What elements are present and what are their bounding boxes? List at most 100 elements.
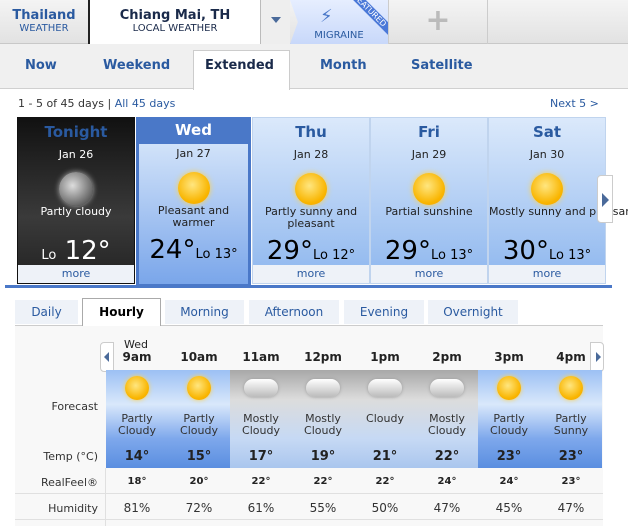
all-days-link[interactable]: All 45 days	[114, 97, 176, 110]
tab-now[interactable]: Now	[25, 58, 57, 73]
next-5-link[interactable]: Next 5 >	[550, 97, 599, 110]
sun-icon	[540, 376, 602, 400]
hour-desc: Mostly Cloudy	[242, 412, 280, 437]
tab-morning[interactable]: Morning	[165, 300, 244, 324]
hour-humidity: 47%	[557, 501, 585, 515]
hour-desc: Partly Cloudy	[118, 412, 156, 437]
hour-realfeel: 18°	[127, 476, 147, 487]
hour-temp: 15°	[186, 449, 212, 464]
hour-time: 11am	[242, 350, 280, 364]
hour-temp: 17°	[248, 449, 274, 464]
tab-weekend[interactable]: Weekend	[103, 58, 171, 73]
sun-icon	[531, 173, 563, 205]
hour-realfeel: 23°	[561, 476, 581, 487]
hour-temp: 23°	[496, 449, 522, 464]
hour-temp: 14°	[124, 449, 150, 464]
sun-icon	[177, 172, 210, 204]
row-divider	[15, 493, 603, 494]
hour-time: 12pm	[304, 350, 342, 364]
more-link[interactable]: more	[489, 265, 605, 283]
hour-temp: 21°	[372, 449, 398, 464]
hour-realfeel: 22°	[313, 476, 333, 487]
hour-realfeel: 22°	[375, 476, 395, 487]
hour-realfeel: 22°	[251, 476, 271, 487]
cloud-icon	[354, 376, 416, 400]
hour-desc: Partly Sunny	[553, 412, 589, 437]
realfeel-label: RealFeel®	[40, 476, 98, 489]
tab-extended[interactable]: Extended	[205, 58, 274, 73]
tab-satellite[interactable]: Satellite	[411, 58, 473, 73]
range-info: 1 - 5 of 45 days | All 45 days	[18, 97, 176, 110]
sun-icon	[168, 376, 230, 400]
country-tab[interactable]: Thailand WEATHER	[12, 8, 76, 34]
hour-temp: 19°	[310, 449, 336, 464]
migraine-tab[interactable]: ⚡ FEATURED MIGRAINE	[290, 0, 388, 44]
chevron-down-icon	[270, 17, 281, 23]
hour-temp: 22°	[434, 449, 460, 464]
hour-humidity: 45%	[495, 501, 523, 515]
hour-desc: Mostly Cloudy	[304, 412, 342, 437]
day-card-wed[interactable]: Wed Jan 27 Pleasant and warmer 24°Lo 13°	[136, 117, 251, 287]
next-hours-button[interactable]	[590, 342, 604, 372]
divider	[5, 285, 612, 288]
chevron-right-icon	[596, 352, 601, 362]
more-link[interactable]: more	[253, 265, 369, 283]
tab-evening[interactable]: Evening	[344, 300, 424, 324]
hour-humidity: 47%	[433, 501, 461, 515]
sun-icon	[106, 376, 168, 400]
col-divider	[105, 468, 106, 526]
temp-label: Temp (°C)	[43, 450, 98, 463]
hour-time: 2pm	[432, 350, 462, 364]
sun-icon	[295, 173, 327, 205]
cloud-icon	[416, 376, 478, 400]
add-location-button[interactable]: +	[388, 0, 488, 44]
hour-time: 9am	[122, 350, 152, 364]
hour-time: 10am	[180, 350, 218, 364]
more-link[interactable]: more	[371, 265, 487, 283]
hour-time: 3pm	[494, 350, 524, 364]
tab-daily[interactable]: Daily	[15, 300, 78, 324]
hour-desc: Mostly Cloudy	[428, 412, 466, 437]
next-days-button[interactable]	[597, 175, 613, 223]
day-card-tonight[interactable]: Tonight Jan 26 Partly cloudy Lo 12° more	[17, 117, 135, 284]
hour-time: 4pm	[556, 350, 586, 364]
forecast-label: Forecast	[51, 400, 98, 413]
nav-tabs: Now Weekend Extended Month Satellite	[0, 44, 628, 90]
hour-humidity: 50%	[371, 501, 399, 515]
location-dropdown-button[interactable]	[260, 0, 290, 44]
hour-humidity: 61%	[247, 501, 275, 515]
more-link[interactable]: more	[18, 265, 134, 283]
active-tab-bg	[193, 50, 290, 90]
hourly-day-label: Wed	[124, 338, 148, 351]
tab-month[interactable]: Month	[320, 58, 367, 73]
chevron-left-icon	[104, 352, 109, 362]
tab-afternoon[interactable]: Afternoon	[249, 300, 339, 324]
hour-humidity: 72%	[185, 501, 213, 515]
moon-partly-cloudy-icon	[59, 172, 93, 206]
hour-realfeel: 20°	[189, 476, 209, 487]
chevron-right-icon	[602, 193, 609, 207]
tab-overnight[interactable]: Overnight	[428, 300, 518, 324]
day-card-thu[interactable]: Thu Jan 28 Partly sunny and pleasant 29°…	[252, 117, 370, 284]
cloud-icon	[292, 376, 354, 400]
hour-humidity: 81%	[123, 501, 151, 515]
hour-realfeel: 24°	[499, 476, 519, 487]
plus-icon: +	[425, 3, 451, 38]
hour-desc: Partly Cloudy	[490, 412, 528, 437]
city-tab[interactable]: Chiang Mai, TH LOCAL WEATHER	[88, 0, 260, 44]
hour-temp: 23°	[558, 449, 584, 464]
hour-humidity: 55%	[309, 501, 337, 515]
day-card-sat[interactable]: Sat Jan 30 Mostly sunny and pleasant 30°…	[488, 117, 628, 284]
sun-icon	[478, 376, 540, 400]
location-bar: Thailand WEATHER Chiang Mai, TH LOCAL WE…	[0, 0, 628, 44]
humidity-label: Humidity	[48, 502, 98, 515]
cloud-icon	[230, 376, 292, 400]
hour-realfeel: 24°	[437, 476, 457, 487]
hour-time: 1pm	[370, 350, 400, 364]
sun-icon	[413, 173, 445, 205]
lightning-icon: ⚡	[320, 6, 333, 27]
hour-desc: Cloudy	[366, 412, 404, 425]
tab-hourly[interactable]: Hourly	[82, 298, 161, 326]
day-card-fri[interactable]: Fri Jan 29 Partial sunshine 29°Lo 13° mo…	[370, 117, 488, 284]
hour-desc: Partly Cloudy	[180, 412, 218, 437]
